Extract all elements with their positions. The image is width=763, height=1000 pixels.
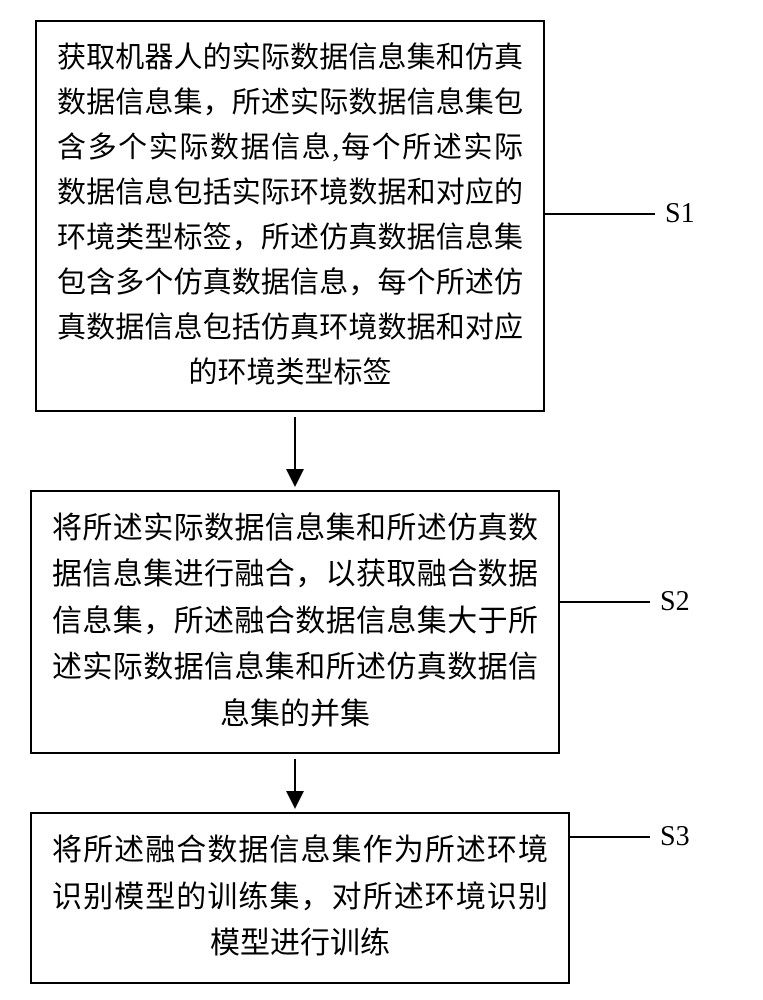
label-connector-s1	[545, 213, 655, 215]
step-label-s2: S2	[660, 586, 690, 618]
arrow-s1-s2	[30, 417, 560, 485]
arrow-head-icon	[286, 791, 304, 809]
step-text-s1: 获取机器人的实际数据信息集和仿真数据信息集，所述实际数据信息集包含多个实际数据信…	[57, 36, 523, 396]
step-box-s2: 将所述实际数据信息集和所述仿真数据信息集进行融合，以获取融合数据信息集，所述融合…	[30, 490, 560, 755]
step-text-s3: 将所述融合数据信息集作为所述环境识别模型的训练集，对所述环境识别模型进行训练	[52, 828, 548, 968]
step-box-s1: 获取机器人的实际数据信息集和仿真数据信息集，所述实际数据信息集包含多个实际数据信…	[35, 20, 545, 412]
step-text-s2: 将所述实际数据信息集和所述仿真数据信息集进行融合，以获取融合数据信息集，所述融合…	[52, 506, 538, 739]
label-connector-s2	[560, 601, 650, 603]
step-label-s3: S3	[660, 821, 690, 853]
arrow-s2-s3	[30, 759, 560, 807]
arrow-head-icon	[286, 469, 304, 487]
step-box-s3: 将所述融合数据信息集作为所述环境识别模型的训练集，对所述环境识别模型进行训练	[30, 812, 570, 984]
label-connector-s3	[570, 836, 650, 838]
flowchart-container: 获取机器人的实际数据信息集和仿真数据信息集，所述实际数据信息集包含多个实际数据信…	[30, 20, 733, 984]
step-label-s1: S1	[665, 198, 695, 230]
